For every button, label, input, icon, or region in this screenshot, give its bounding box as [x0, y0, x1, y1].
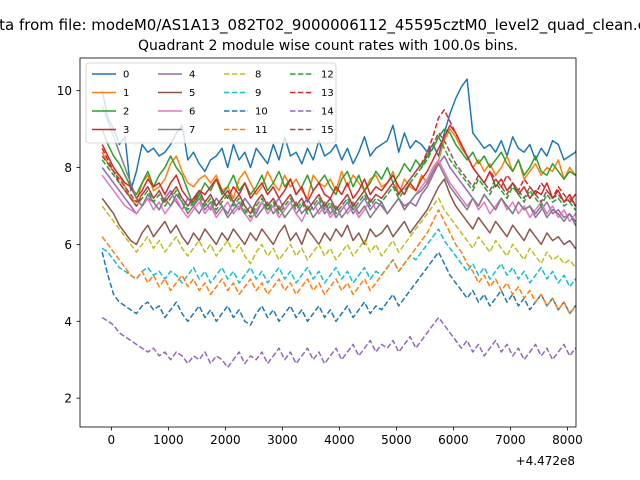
x-tick-label: 7000 [495, 433, 526, 447]
series-line-13 [101, 109, 576, 215]
legend-label-5: 5 [189, 88, 195, 99]
legend-label-4: 4 [189, 70, 195, 81]
series-line-5 [101, 178, 576, 250]
legend-label-14: 14 [321, 107, 334, 118]
series-line-7 [101, 105, 576, 226]
y-tick-label: 2 [64, 392, 72, 406]
legend-label-8: 8 [255, 70, 261, 81]
legend-label-12: 12 [321, 70, 334, 81]
legend-label-7: 7 [189, 125, 195, 136]
x-tick-label: 1000 [153, 433, 184, 447]
series-line-4 [101, 155, 576, 223]
x-tick-label: 6000 [438, 433, 469, 447]
legend-label-0: 0 [123, 70, 129, 81]
y-tick-label: 10 [57, 84, 72, 98]
legend-label-15: 15 [321, 125, 334, 136]
chart-title: Quadrant 2 module wise count rates with … [138, 38, 518, 54]
x-tick-label: 2000 [210, 433, 241, 447]
series-line-10 [101, 251, 576, 326]
legend-label-10: 10 [255, 107, 268, 118]
y-tick-label: 4 [64, 315, 72, 329]
y-tick-label: 8 [64, 161, 72, 175]
legend-label-11: 11 [255, 125, 268, 136]
legend-label-13: 13 [321, 88, 334, 99]
x-tick-label: 4000 [324, 433, 355, 447]
x-tick-label: 3000 [267, 433, 298, 447]
series-line-14 [101, 316, 576, 369]
y-tick-label: 6 [64, 238, 72, 252]
legend-frame [85, 62, 337, 144]
x-tick-label: 0 [108, 433, 116, 447]
x-tick-label: 8000 [552, 433, 583, 447]
x-tick-label: 5000 [381, 433, 412, 447]
axes-frame [79, 57, 577, 428]
series-layer [101, 78, 576, 369]
series-line-3 [101, 124, 576, 207]
x-offset-label: +4.472e8 [516, 454, 575, 468]
series-line-9 [101, 228, 576, 288]
series-line-0 [101, 78, 576, 192]
legend-label-9: 9 [255, 88, 261, 99]
legend-label-1: 1 [123, 88, 129, 99]
legend-label-6: 6 [189, 107, 195, 118]
series-line-8 [101, 197, 576, 269]
figure-suptitle: Data from file: modeM0/AS1A13_082T02_900… [0, 16, 640, 35]
legend-label-3: 3 [123, 125, 129, 136]
legend-label-2: 2 [123, 107, 129, 118]
